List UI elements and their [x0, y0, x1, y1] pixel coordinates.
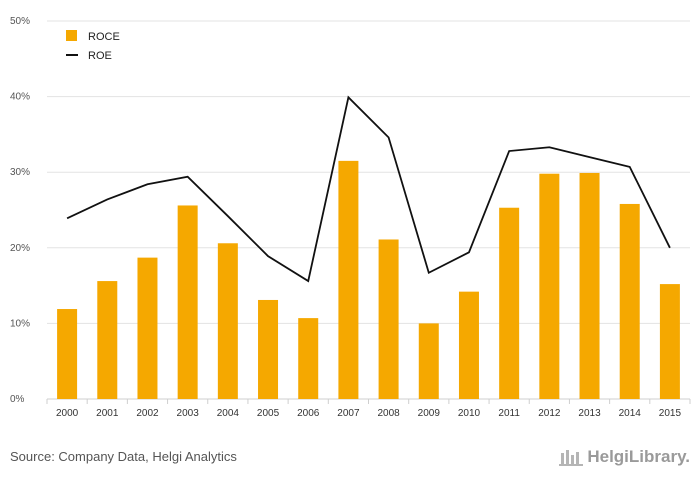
- y-tick-label: 0%: [10, 394, 25, 405]
- x-tick-label: 2007: [337, 408, 360, 419]
- bar-roce: [57, 309, 78, 399]
- legend-label-roce: ROCE: [88, 31, 120, 43]
- x-tick-label: 2004: [217, 408, 240, 419]
- x-tick-label: 2001: [96, 408, 119, 419]
- x-tick-label: 2003: [177, 408, 200, 419]
- bar-roce: [97, 281, 118, 399]
- y-tick-label: 50%: [10, 16, 30, 27]
- x-tick-label: 2012: [538, 408, 561, 419]
- bar-roce: [539, 173, 560, 399]
- bar-roce: [458, 291, 479, 399]
- x-tick-label: 2014: [619, 408, 642, 419]
- y-tick-label: 30%: [10, 167, 30, 178]
- x-tick-label: 2010: [458, 408, 481, 419]
- x-tick-label: 2005: [257, 408, 280, 419]
- line-roe: [66, 95, 671, 283]
- y-tick-label: 10%: [10, 318, 30, 329]
- legend-swatch-roce: [66, 30, 77, 41]
- x-tick-label: 2006: [297, 408, 320, 419]
- bar-roce: [258, 299, 279, 399]
- brand-name: HelgiLibrary.: [587, 447, 690, 466]
- x-tick-label: 2002: [136, 408, 159, 419]
- x-tick-label: 2011: [498, 408, 520, 419]
- bar-roce: [217, 243, 238, 399]
- bar-roce: [619, 203, 640, 399]
- legend-label-roe: ROE: [88, 50, 112, 62]
- bar-roce: [137, 257, 158, 399]
- x-tick-label: 2015: [659, 408, 682, 419]
- source-note: Source: Company Data, Helgi Analytics: [10, 449, 237, 464]
- bar-roce: [378, 239, 399, 399]
- y-tick-label: 40%: [10, 92, 30, 103]
- bar-roce: [298, 318, 319, 399]
- bar-roce: [579, 172, 600, 399]
- brand-logo: HelgiLibrary.: [559, 447, 690, 467]
- library-icon: [559, 450, 584, 466]
- bar-roce: [499, 207, 520, 399]
- bar-roce: [418, 323, 439, 399]
- bar-roce: [177, 205, 198, 399]
- x-tick-label: 2008: [377, 408, 400, 419]
- x-tick-label: 2000: [56, 408, 79, 419]
- x-tick-label: 2013: [578, 408, 601, 419]
- bar-roce: [659, 284, 680, 399]
- x-tick-label: 2009: [418, 408, 441, 419]
- bar-roce: [338, 160, 359, 399]
- y-tick-label: 20%: [10, 243, 30, 254]
